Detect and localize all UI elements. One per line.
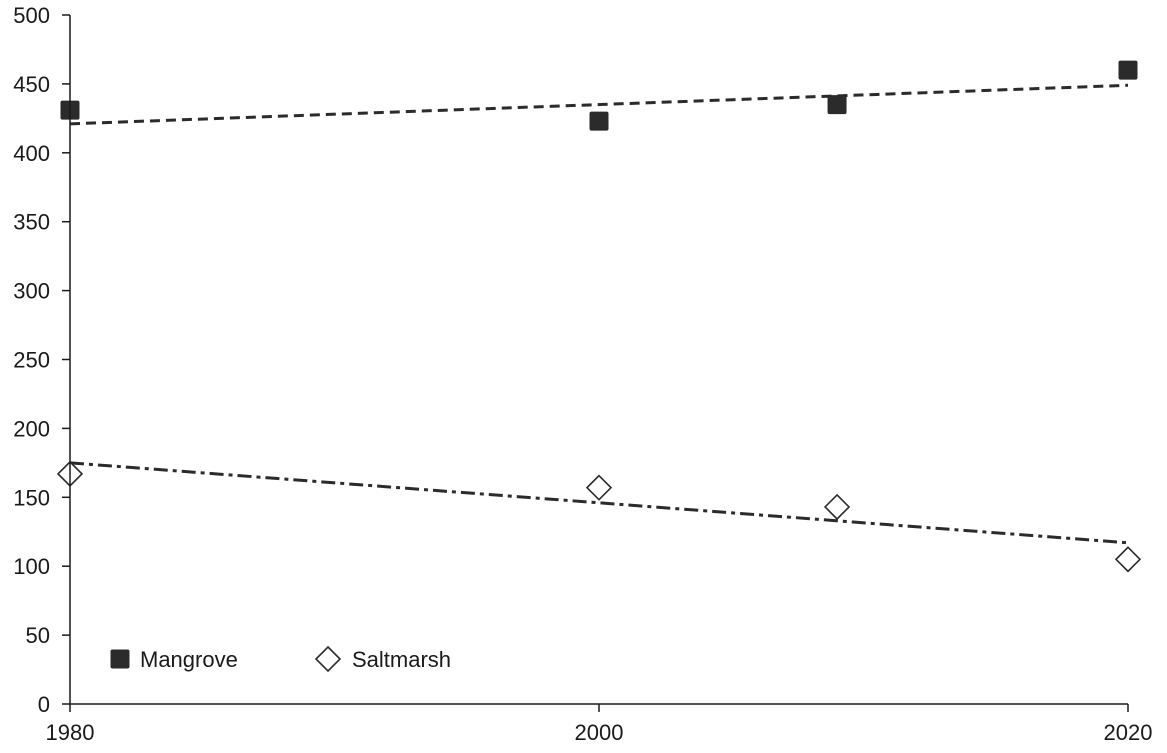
y-tick-label: 350: [13, 210, 50, 235]
legend-marker-saltmarsh: [314, 645, 342, 673]
x-tick-label: 2020: [1104, 720, 1153, 745]
y-tick-label: 300: [13, 279, 50, 304]
plot-area: [56, 60, 1142, 573]
y-tick-label: 450: [13, 72, 50, 97]
data-point-saltmarsh: [823, 493, 851, 521]
y-tick-label: 400: [13, 141, 50, 166]
trendline-saltmarsh: [69, 461, 1129, 545]
legend-marker-mangrove: [110, 649, 130, 669]
x-tick-label: 1980: [46, 720, 95, 745]
y-tick-label: 100: [13, 554, 50, 579]
data-point-mangrove: [589, 111, 609, 131]
x-tick-label: 2000: [575, 720, 624, 745]
axes: 0 50 100 150 200 250 300 350 400 450 500 1980 2000 20…: [13, 3, 1152, 745]
data-point-mangrove: [1118, 60, 1138, 80]
legend-label: Saltmarsh: [352, 647, 451, 672]
trendline-mangrove: [69, 83, 1129, 126]
y-tick-label: 500: [13, 3, 50, 28]
y-tick-label: 0: [38, 692, 50, 717]
legend: Mangrove Saltmarsh: [110, 645, 451, 673]
legend-label: Mangrove: [140, 647, 238, 672]
data-point-mangrove: [827, 95, 847, 115]
data-point-saltmarsh: [1114, 546, 1142, 573]
data-point-saltmarsh: [585, 474, 613, 501]
y-tick-label: 250: [13, 348, 50, 373]
y-tick-label: 50: [26, 623, 50, 648]
y-tick-label: 150: [13, 485, 50, 510]
y-tick-label: 200: [13, 416, 50, 441]
